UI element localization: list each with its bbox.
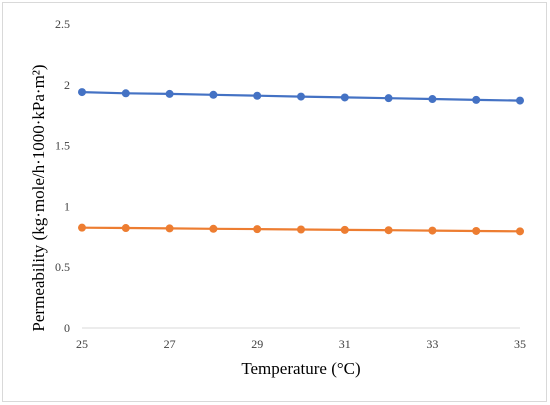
series-2-point (472, 226, 481, 235)
x-tick-label: 29 (251, 337, 263, 351)
y-tick-label: 2.5 (55, 17, 70, 31)
x-tick-label: 27 (164, 337, 176, 351)
series-1-point (297, 92, 305, 101)
x-tick-label: 33 (426, 337, 438, 351)
y-axis-title: Permeability (kg·mole/h·1000·kPa·m²) (29, 64, 48, 331)
series-1-point (472, 95, 481, 104)
series-2-point (165, 224, 174, 233)
x-tick-labels: 25 27 29 31 33 35 (76, 337, 526, 351)
x-tick-label: 35 (514, 337, 526, 351)
series-1-point (516, 96, 524, 105)
series-2-point (428, 226, 437, 235)
series-1-point (428, 95, 437, 104)
series-1-point (253, 91, 262, 100)
series-2-point (516, 227, 524, 236)
series-group (78, 88, 524, 236)
series-2-point (209, 224, 218, 233)
series-2-point (78, 223, 86, 232)
series-1-point (165, 89, 174, 98)
x-axis-title: Temperature (°C) (241, 359, 360, 378)
x-tick-label: 31 (339, 337, 351, 351)
series-1-point (340, 93, 349, 102)
series-1 (78, 88, 524, 105)
y-tick-label: 0.5 (55, 260, 70, 274)
series-2 (78, 223, 524, 236)
chart-frame (2, 2, 547, 402)
y-tick-labels: 0 0.5 1 1.5 2 2.5 (55, 17, 70, 335)
y-tick-label: 1.5 (55, 139, 70, 153)
series-2-point (121, 224, 130, 233)
y-tick-label: 0 (64, 321, 70, 335)
series-1-point (121, 89, 130, 98)
series-1-point (209, 90, 218, 99)
series-1-point (384, 94, 393, 103)
series-2-point (340, 225, 349, 234)
x-tick-label: 25 (76, 337, 88, 351)
series-2-point (384, 226, 393, 235)
y-tick-label: 2 (64, 78, 70, 92)
series-1-point (78, 88, 86, 97)
series-2-point (253, 225, 262, 234)
y-tick-label: 1 (64, 199, 70, 213)
series-2-point (297, 225, 305, 234)
